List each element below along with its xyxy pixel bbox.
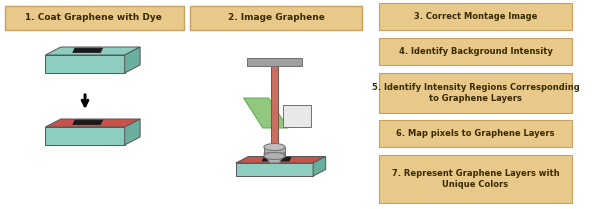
Polygon shape: [236, 163, 313, 176]
Polygon shape: [264, 153, 285, 163]
Text: 5. Identify Intensity Regions Corresponding
to Graphene Layers: 5. Identify Intensity Regions Correspond…: [371, 83, 580, 103]
Text: 1. Coat Graphene with Dye: 1. Coat Graphene with Dye: [25, 14, 162, 23]
Polygon shape: [46, 55, 125, 73]
FancyBboxPatch shape: [379, 73, 572, 113]
FancyBboxPatch shape: [379, 3, 572, 30]
Polygon shape: [236, 157, 326, 163]
FancyBboxPatch shape: [379, 155, 572, 203]
Polygon shape: [244, 98, 288, 128]
Polygon shape: [313, 157, 326, 176]
Polygon shape: [125, 47, 140, 73]
Text: 3. Correct Montage Image: 3. Correct Montage Image: [414, 12, 537, 21]
Ellipse shape: [264, 144, 285, 150]
Polygon shape: [283, 105, 311, 127]
FancyBboxPatch shape: [379, 120, 572, 147]
Text: 7. Represent Graphene Layers with
Unique Colors: 7. Represent Graphene Layers with Unique…: [392, 169, 559, 189]
Bar: [264, 147, 285, 156]
Polygon shape: [73, 120, 103, 125]
Bar: [271, 60, 278, 158]
Polygon shape: [46, 127, 125, 145]
Polygon shape: [46, 119, 140, 127]
Polygon shape: [262, 157, 291, 161]
Text: 2. Image Graphene: 2. Image Graphene: [228, 14, 325, 23]
FancyBboxPatch shape: [190, 6, 362, 30]
FancyBboxPatch shape: [379, 38, 572, 65]
Text: 4. Identify Background Intensity: 4. Identify Background Intensity: [398, 47, 553, 56]
Bar: [247, 58, 302, 66]
Text: 6. Map pixels to Graphene Layers: 6. Map pixels to Graphene Layers: [396, 129, 555, 138]
Polygon shape: [125, 119, 140, 145]
Polygon shape: [46, 47, 140, 55]
FancyBboxPatch shape: [5, 6, 184, 30]
Polygon shape: [73, 48, 103, 53]
Ellipse shape: [264, 153, 285, 159]
